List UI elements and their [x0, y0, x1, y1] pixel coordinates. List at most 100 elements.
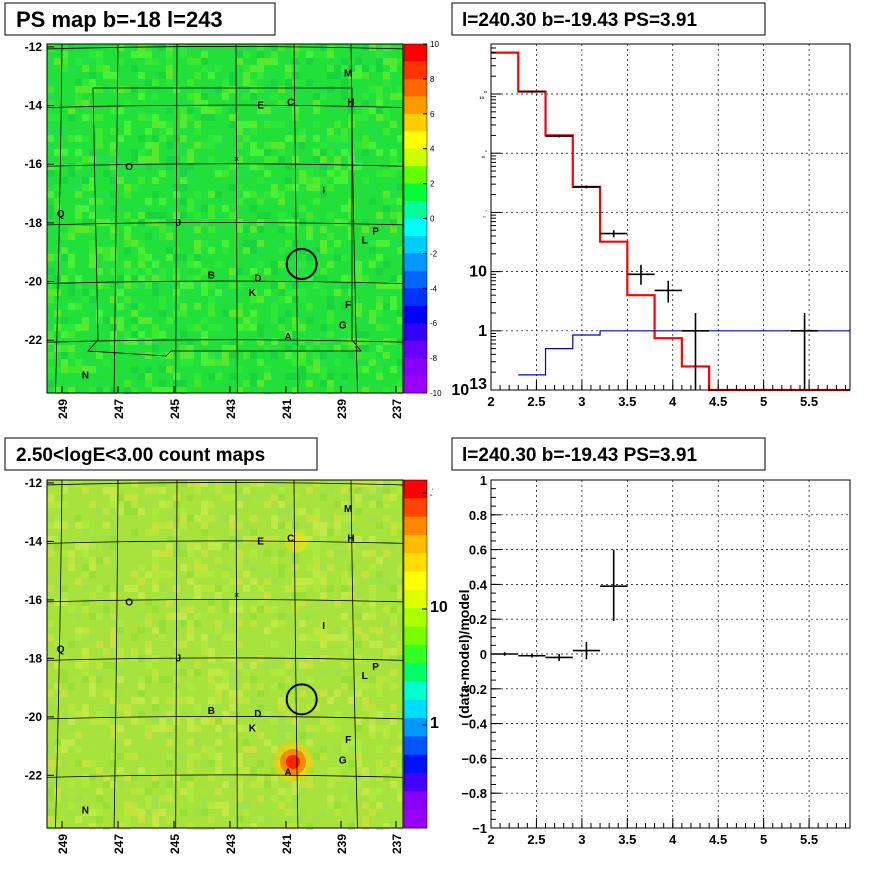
map-pixel — [299, 338, 306, 345]
map-pixel — [54, 718, 61, 725]
map-pixel — [222, 585, 229, 592]
map-pixel — [292, 599, 299, 606]
map-pixel — [131, 480, 138, 487]
map-pixel — [236, 550, 243, 557]
map-pixel — [397, 338, 404, 345]
map-pixel — [222, 620, 229, 627]
map-pixel — [166, 522, 173, 529]
map-pixel — [180, 317, 187, 324]
map-pixel — [306, 557, 313, 564]
spectrum-frame — [490, 43, 851, 391]
map-pixel — [397, 767, 404, 774]
map-pixel — [229, 543, 236, 550]
map-pixel — [243, 275, 250, 282]
map-pixel — [383, 515, 390, 522]
source-label-L: L — [362, 671, 368, 682]
map-pixel — [264, 149, 271, 156]
map-pixel — [292, 508, 299, 515]
map-pixel — [327, 135, 334, 142]
map-pixel — [250, 676, 257, 683]
map-pixel — [173, 338, 180, 345]
map-pixel — [82, 149, 89, 156]
map-pixel — [180, 508, 187, 515]
map-pixel — [299, 142, 306, 149]
map-pixel — [145, 254, 152, 261]
map-pixel — [215, 289, 222, 296]
map-pixel — [61, 585, 68, 592]
parallel-line — [46, 715, 404, 720]
map-pixel — [103, 72, 110, 79]
map-pixel — [166, 599, 173, 606]
map-pixel — [152, 522, 159, 529]
map-pixel — [208, 606, 215, 613]
map-pixel — [327, 233, 334, 240]
map-pixel — [180, 212, 187, 219]
map-pixel — [145, 338, 152, 345]
map-pixel — [313, 93, 320, 100]
map-pixel — [306, 79, 313, 86]
map-pixel — [334, 156, 341, 163]
map-pixel — [208, 781, 215, 788]
map-pixel — [152, 725, 159, 732]
map-pixel — [75, 212, 82, 219]
map-pixel — [313, 725, 320, 732]
map-pixel — [229, 345, 236, 352]
map-pixel — [320, 93, 327, 100]
map-pixel — [271, 282, 278, 289]
map-pixel — [369, 725, 376, 732]
map-pixel — [159, 170, 166, 177]
map-pixel — [103, 86, 110, 93]
map-pixel — [383, 606, 390, 613]
map-pixel — [306, 219, 313, 226]
map-pixel — [327, 781, 334, 788]
map-pixel — [306, 275, 313, 282]
map-pixel — [117, 662, 124, 669]
map-pixel — [152, 191, 159, 198]
y-tick-label: 0.6 — [469, 543, 487, 558]
map-pixel — [236, 226, 243, 233]
map-pixel — [180, 44, 187, 51]
ps-map-frame — [46, 43, 404, 394]
map-pixel — [208, 508, 215, 515]
map-pixel — [306, 233, 313, 240]
colorbar-segment — [404, 534, 427, 554]
map-pixel — [355, 753, 362, 760]
map-pixel — [327, 310, 334, 317]
map-pixel — [369, 352, 376, 359]
map-pixel — [194, 557, 201, 564]
map-pixel — [383, 240, 390, 247]
map-pixel — [138, 508, 145, 515]
map-pixel — [362, 149, 369, 156]
map-pixel — [369, 261, 376, 268]
map-pixel — [61, 317, 68, 324]
map-pixel — [68, 282, 75, 289]
map-pixel — [159, 718, 166, 725]
map-pixel — [208, 156, 215, 163]
map-pixel — [201, 352, 208, 359]
map-pixel — [145, 704, 152, 711]
map-pixel — [355, 142, 362, 149]
map-pixel — [229, 578, 236, 585]
map-pixel — [348, 564, 355, 571]
x-tick-label: 237 — [390, 399, 404, 419]
map-pixel — [54, 289, 61, 296]
map-pixel — [159, 303, 166, 310]
map-pixel — [313, 606, 320, 613]
map-pixel — [152, 550, 159, 557]
map-pixel — [236, 121, 243, 128]
map-pixel — [243, 352, 250, 359]
map-pixel — [397, 585, 404, 592]
map-pixel — [257, 683, 264, 690]
map-pixel — [313, 135, 320, 142]
map-pixel — [236, 725, 243, 732]
map-pixel — [131, 380, 138, 387]
map-pixel — [292, 296, 299, 303]
y-tick-label: -14 — [25, 99, 43, 113]
map-pixel — [215, 788, 222, 795]
map-pixel — [54, 788, 61, 795]
map-pixel — [145, 58, 152, 65]
map-pixel — [96, 282, 103, 289]
map-pixel — [54, 795, 61, 802]
map-pixel — [236, 268, 243, 275]
